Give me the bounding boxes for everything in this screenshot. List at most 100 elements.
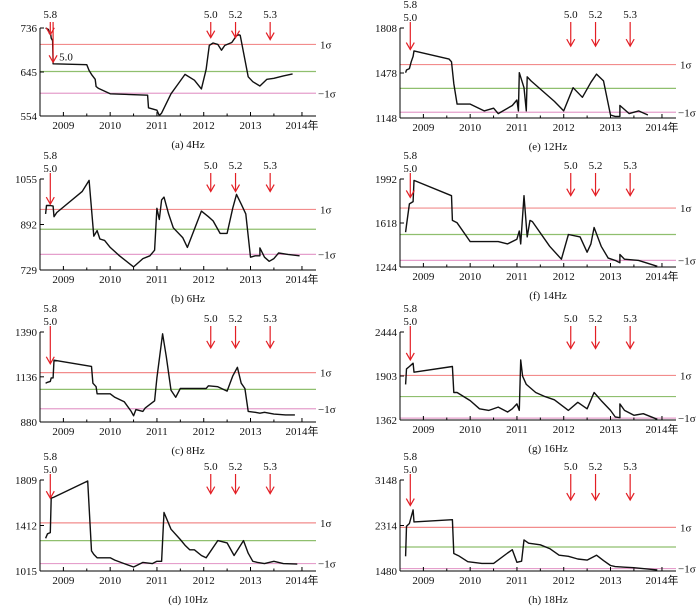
- event-marker: 5.3: [623, 461, 638, 502]
- event-marker: 5.0: [204, 160, 218, 193]
- arrow-head: [405, 42, 415, 51]
- panel-g: 1σ −1σ 1362 1903 2444 2009 2010 2011 2012 2013 201…: [375, 303, 696, 455]
- series-line: [44, 480, 298, 568]
- y-tick-label: 3148: [375, 475, 398, 487]
- x-tick-label: 2010: [99, 575, 122, 587]
- x-tick-label: 2012: [193, 274, 215, 286]
- x-tick-label: 2012: [553, 122, 575, 134]
- arrow-head: [566, 188, 576, 197]
- sigma-lower-label: −1σ: [678, 107, 696, 119]
- panel-caption: (b) 6Hz: [171, 293, 205, 305]
- event-label: 5.8 5.0: [403, 0, 417, 24]
- event-marker: 5.3: [263, 160, 278, 193]
- y-tick-label: 1015: [15, 566, 38, 578]
- event-label: 5.8 5.0: [403, 451, 417, 476]
- panel-caption: (h) 18Hz: [528, 594, 568, 606]
- arrow-head: [45, 490, 55, 500]
- event-marker: 5.3: [623, 313, 638, 350]
- y-tick-label: 1136: [15, 372, 37, 384]
- y-tick-label: 1390: [15, 327, 38, 339]
- x-tick-label: 2012: [553, 424, 575, 436]
- event-marker: 5.8: [43, 9, 58, 36]
- series-line: [45, 27, 293, 117]
- arrow-head: [591, 341, 601, 350]
- event-marker: 5.2: [589, 160, 603, 197]
- panel-c: 1σ −1σ 880 1136 1390 2009 2010 2011 2012 2013 2014…: [15, 303, 336, 457]
- event-label: 5.0: [564, 9, 578, 21]
- x-tick-label: 2009: [52, 274, 75, 286]
- arrow-head: [206, 486, 216, 495]
- sigma-lower-label: −1σ: [318, 559, 336, 571]
- x-tick-label: 2010: [459, 122, 482, 134]
- event-label: 5.0: [59, 51, 73, 63]
- x-tick-label: 2014年: [285, 424, 318, 438]
- x-tick-label: 2009: [412, 575, 435, 587]
- panel-caption: (g) 16Hz: [528, 443, 568, 455]
- x-tick-label: 2013: [600, 575, 623, 587]
- event-marker: 5.8 5.0: [43, 303, 58, 365]
- event-label: 5.3: [263, 313, 277, 325]
- y-tick-label: 892: [21, 220, 38, 232]
- y-tick-label: 1992: [375, 174, 397, 186]
- arrow-head: [206, 184, 216, 193]
- event-marker: 5.8 5.0: [403, 150, 418, 199]
- x-tick-label: 2009: [412, 424, 435, 436]
- panel-b: 1σ −1σ 729 892 1055 2009 2010 2011 2012 2013 2014年…: [15, 150, 336, 305]
- arrow-head: [265, 32, 275, 41]
- event-marker: 5.3: [263, 461, 278, 495]
- event-label: 5.0: [564, 461, 578, 473]
- event-marker: 5.0: [48, 22, 73, 64]
- event-marker: 5.0: [564, 461, 578, 502]
- event-marker: 5.0: [564, 9, 578, 48]
- x-tick-label: 2014年: [645, 573, 678, 587]
- sigma-lower-label: −1σ: [678, 255, 696, 267]
- sigma-lower-label: −1σ: [318, 88, 336, 100]
- event-label: 5.3: [623, 9, 637, 21]
- event-label: 5.2: [589, 313, 603, 325]
- y-tick-label: 1618: [375, 218, 398, 230]
- event-label: 5.8 5.0: [403, 150, 417, 175]
- x-tick-label: 2013: [600, 424, 623, 436]
- event-label: 5.0: [204, 461, 218, 473]
- event-label: 5.8: [43, 9, 57, 21]
- x-tick-label: 2011: [506, 424, 528, 436]
- event-marker: 5.2: [229, 461, 242, 495]
- y-tick-label: 2444: [375, 327, 398, 339]
- event-label: 5.3: [263, 461, 277, 473]
- event-marker: 5.3: [263, 9, 278, 41]
- sigma-upper-label: 1σ: [680, 203, 692, 215]
- event-label: 5.8 5.0: [43, 451, 57, 476]
- event-label: 5.2: [589, 9, 603, 21]
- x-tick-label: 2010: [99, 120, 122, 132]
- series-line: [45, 333, 295, 417]
- x-tick-label: 2013: [240, 120, 263, 132]
- event-marker: 5.2: [589, 313, 603, 350]
- event-marker: 5.3: [263, 313, 278, 350]
- panel-d: 1σ −1σ 1015 1412 1809 2009 2010 2011 2012 2013 201…: [15, 451, 336, 606]
- event-label: 5.0: [204, 313, 218, 325]
- arrow-head: [405, 352, 415, 362]
- x-tick-label: 2009: [412, 122, 435, 134]
- y-tick-label: 1809: [15, 475, 38, 487]
- panel-caption: (d) 10Hz: [168, 594, 208, 606]
- arrow-head: [231, 184, 241, 193]
- x-tick-label: 2011: [506, 575, 528, 587]
- arrow-head: [265, 184, 275, 193]
- x-tick-label: 2012: [553, 575, 575, 587]
- event-label: 5.2: [589, 160, 603, 172]
- sigma-upper-label: 1σ: [320, 204, 332, 216]
- x-tick-label: 2013: [600, 122, 623, 134]
- x-tick-label: 2011: [506, 271, 528, 283]
- panel-f: 1σ −1σ 1244 1618 1992 2009 2010 2011 2012 2013 201…: [375, 150, 696, 302]
- x-tick-label: 2012: [193, 575, 215, 587]
- event-label: 5.8 5.0: [43, 150, 57, 175]
- y-tick-label: 1478: [375, 68, 398, 80]
- event-label: 5.0: [204, 9, 218, 21]
- event-label: 5.3: [623, 313, 637, 325]
- event-label: 5.0: [564, 313, 578, 325]
- arrow-head: [566, 492, 576, 502]
- arrow-head: [625, 341, 635, 350]
- event-marker: 5.2: [589, 461, 602, 502]
- series-line: [404, 509, 658, 571]
